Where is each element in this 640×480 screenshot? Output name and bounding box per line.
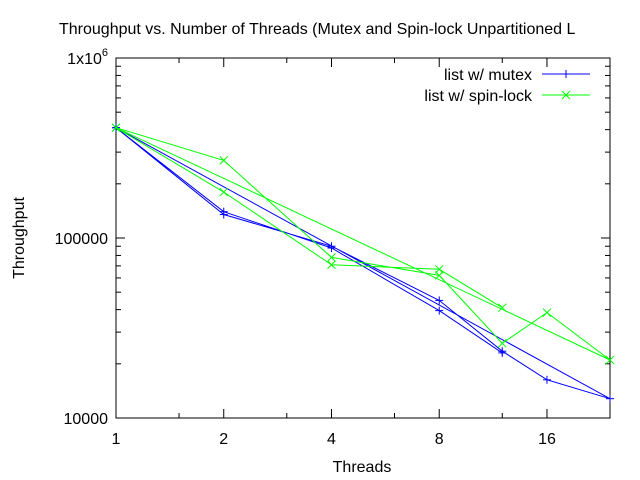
y-tick-label: 10000	[64, 411, 109, 428]
marker-stroke	[497, 303, 507, 313]
marker-stroke	[605, 355, 615, 365]
x-tick-label: 8	[435, 431, 444, 448]
data-point	[434, 264, 444, 274]
marker-stroke	[542, 308, 552, 317]
legend: list w/ mutex list w/ spin-lock	[424, 67, 590, 105]
data-point	[327, 253, 336, 262]
data-point	[542, 375, 551, 384]
marker-stroke	[434, 264, 444, 274]
legend-marker	[562, 70, 570, 78]
data-point	[497, 303, 507, 313]
y-tick-label: 100000	[55, 231, 108, 248]
data-point	[542, 308, 552, 317]
marker-stroke	[327, 253, 336, 262]
legend-label: list w/ spin-lock	[424, 88, 533, 105]
x-tick-label: 16	[538, 431, 556, 448]
data-point	[327, 243, 336, 252]
data-point	[497, 338, 507, 348]
x-axis-ticks: 1 2 4 8 16	[112, 58, 556, 448]
data-point	[435, 306, 444, 315]
data-point	[327, 260, 336, 270]
data-point	[434, 271, 444, 280]
marker-stroke	[434, 271, 444, 280]
data-point	[605, 355, 615, 365]
plot-frame	[115, 57, 611, 419]
x-tick-label: 4	[327, 431, 336, 448]
x-tick-label: 2	[219, 431, 228, 448]
legend-marker	[561, 90, 571, 100]
marker-stroke	[327, 260, 336, 270]
y-tick-label: 1x106	[67, 47, 108, 68]
x-tick-label: 1	[112, 431, 121, 448]
data-point	[219, 207, 228, 216]
marker-stroke	[219, 187, 229, 197]
y-axis-title: Throughput	[11, 197, 28, 279]
data-point	[219, 187, 229, 197]
marker-stroke	[497, 338, 507, 348]
chart-title: Throughput vs. Number of Threads (Mutex …	[59, 21, 576, 38]
y-axis-ticks: 10000 100000 1x106	[55, 47, 610, 428]
data-point	[606, 394, 614, 403]
y-tick-label-exponent: 6	[102, 47, 108, 59]
marker-stroke	[219, 156, 229, 165]
marker-stroke	[561, 90, 571, 100]
data-point	[435, 296, 444, 305]
data-point	[111, 123, 121, 133]
x-axis-title: Threads	[333, 459, 392, 476]
series-line	[115, 127, 611, 400]
marker-stroke	[111, 123, 121, 133]
data-point	[498, 348, 507, 357]
series-layer	[111, 123, 615, 403]
series-line	[115, 127, 611, 361]
data-point	[219, 156, 229, 165]
legend-label: list w/ mutex	[444, 67, 532, 84]
